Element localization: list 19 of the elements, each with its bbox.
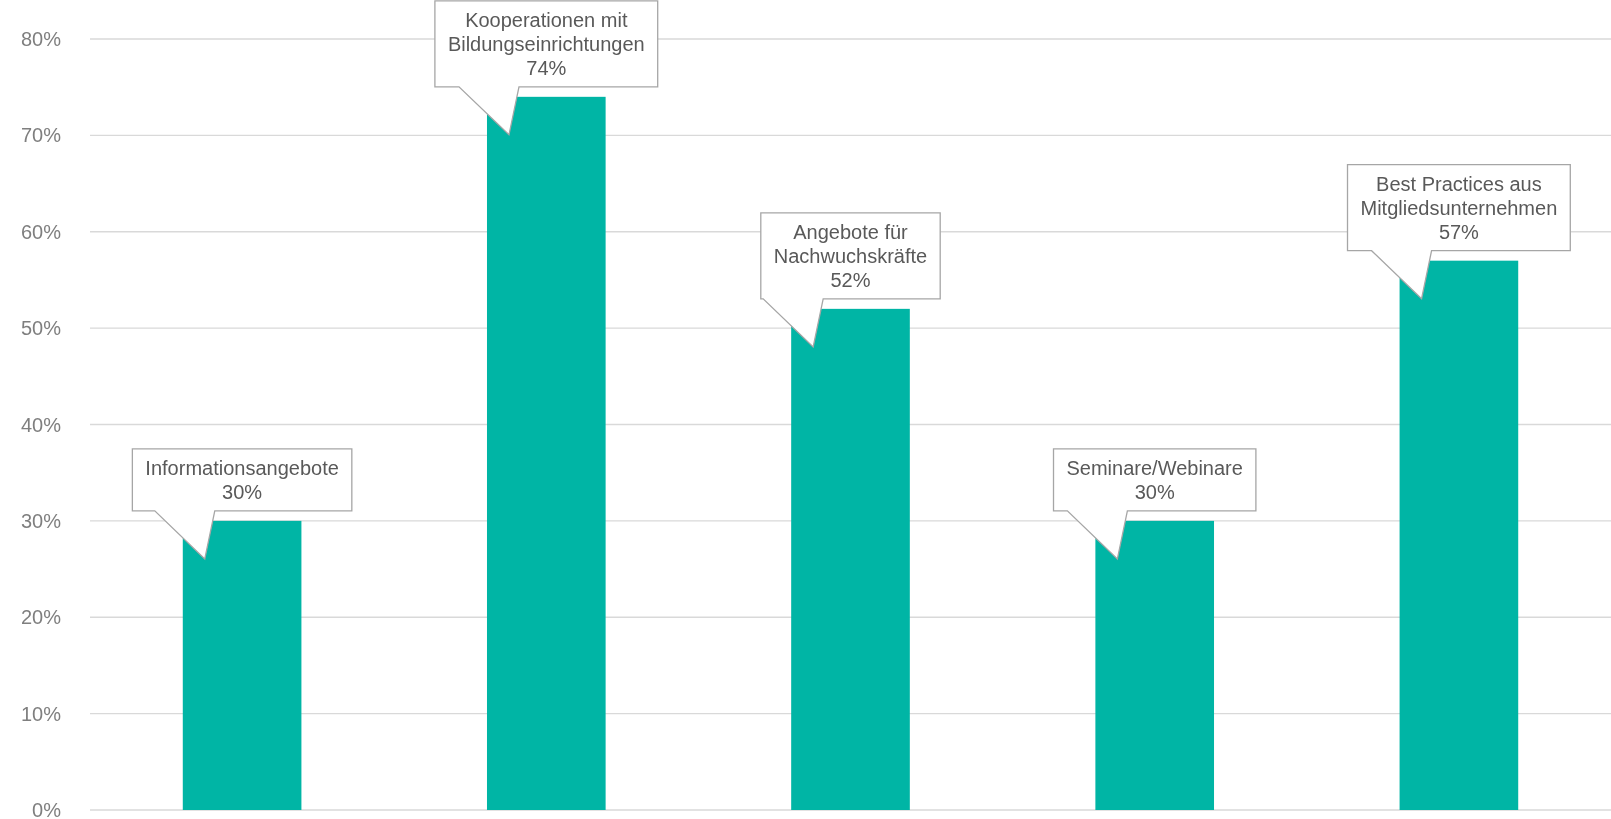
y-tick-label: 10% xyxy=(20,702,62,725)
x-tick-label: Angebote für Nachwuchskräfte xyxy=(773,221,928,268)
y-tick-label: 30% xyxy=(20,509,62,532)
y-tick-label: 70% xyxy=(20,124,62,147)
y-tick-label: 80% xyxy=(20,28,62,50)
y-tick-label: 50% xyxy=(20,317,62,340)
data-label: 30% xyxy=(222,481,263,504)
data-label: 74% xyxy=(526,57,567,80)
y-tick-label: 40% xyxy=(20,413,62,436)
y-tick-label: 0% xyxy=(32,799,62,819)
x-tick-label: Seminare/Webinare xyxy=(1066,457,1243,480)
data-label: 57% xyxy=(1438,220,1480,243)
x-tick-label: Informationsangebote xyxy=(145,457,339,480)
x-tick-label: Best Practices aus Mitgliedsunternehmen xyxy=(1360,172,1558,219)
data-label: 30% xyxy=(1134,481,1175,504)
data-label: 52% xyxy=(830,269,871,292)
x-tick-label: Kooperationen mit Bildungseinrichtungen xyxy=(447,9,645,56)
y-tick-label: 20% xyxy=(20,606,62,629)
y-tick-label: 60% xyxy=(20,220,62,243)
